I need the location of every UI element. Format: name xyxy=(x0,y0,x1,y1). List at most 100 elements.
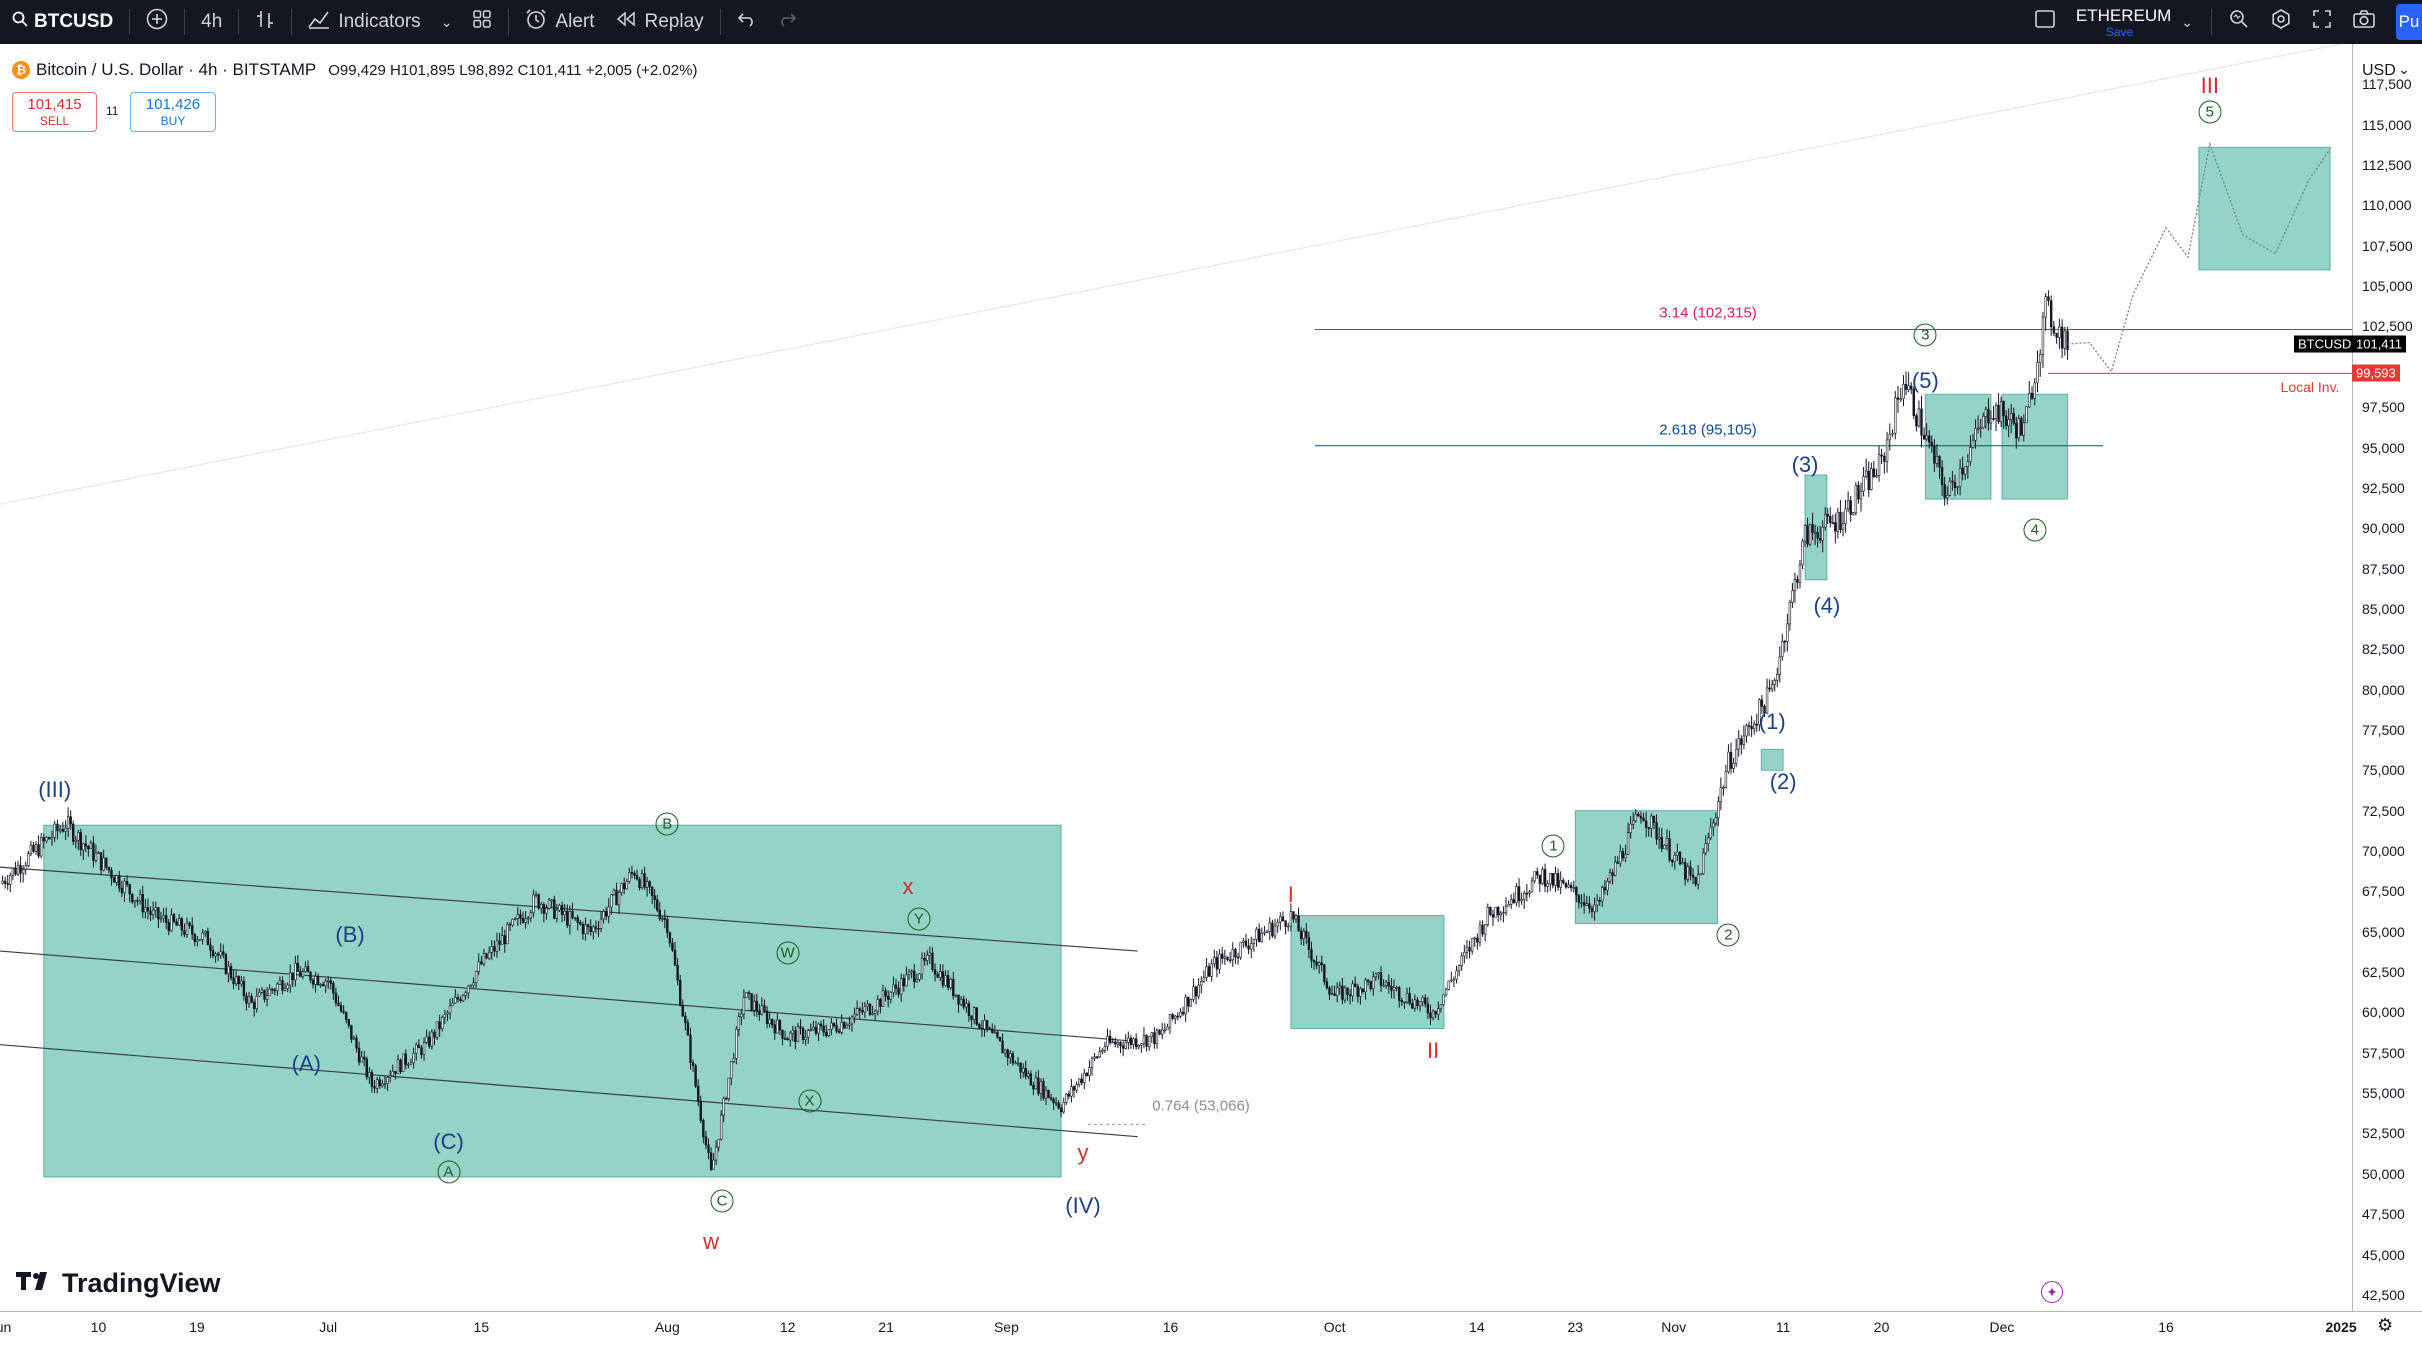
candle-body xyxy=(980,1027,984,1030)
price-axis[interactable] xyxy=(2352,44,2422,1311)
candle-body xyxy=(1935,456,1939,464)
fullscreen-button[interactable] xyxy=(2302,0,2342,44)
candle-body xyxy=(656,899,659,911)
candle-body xyxy=(185,922,189,935)
candle-body xyxy=(527,917,530,920)
candle-body xyxy=(1722,787,1725,789)
redo-button[interactable] xyxy=(767,0,807,44)
candle-body xyxy=(2036,362,2039,384)
chart-canvas[interactable] xyxy=(0,0,2352,1311)
candle-body xyxy=(178,918,181,926)
publish-button[interactable]: Pu xyxy=(2396,4,2422,40)
candle-body xyxy=(1896,397,1900,400)
snapshot-button[interactable] xyxy=(2342,0,2386,44)
candle-body xyxy=(1593,904,1596,912)
candle-body xyxy=(1059,1107,1063,1113)
candle-body xyxy=(1956,486,1959,489)
settings-button[interactable] xyxy=(2260,0,2302,44)
candle-body xyxy=(773,1024,776,1034)
candle-body xyxy=(1502,912,1505,915)
candle-body xyxy=(2002,401,2005,417)
candle-body xyxy=(260,989,264,993)
templates-button[interactable] xyxy=(462,0,502,44)
candle-body xyxy=(99,852,103,871)
candle-body xyxy=(1027,1073,1030,1077)
candle-body xyxy=(1205,966,1208,978)
fib-2618-label: 2.618 (95,105) xyxy=(1659,421,1757,439)
candle-body xyxy=(1590,907,1594,912)
candle-body xyxy=(92,842,95,861)
candle-body xyxy=(1689,866,1692,876)
candle-body xyxy=(352,1037,356,1040)
price-tick-label: 112,500 xyxy=(2362,157,2412,174)
settings-icon xyxy=(2270,8,2292,36)
chevron-down-icon[interactable]: ⌄ xyxy=(2398,61,2410,77)
layout-name-button[interactable]: ETHEREUM Save xyxy=(2066,7,2181,38)
layout-toggle[interactable] xyxy=(2024,0,2066,44)
wave-box xyxy=(1760,748,1784,771)
replay-label: Replay xyxy=(644,11,704,32)
candle-body xyxy=(553,899,556,919)
candle-body xyxy=(1228,959,1232,962)
price-tick-label: 72,500 xyxy=(2362,802,2405,819)
candle-body xyxy=(658,909,661,920)
candle-body xyxy=(1707,837,1710,844)
candle-body xyxy=(1629,823,1632,833)
buy-button[interactable]: 101,426 BUY xyxy=(130,92,216,132)
candle-body xyxy=(758,1010,761,1015)
candle-body xyxy=(42,837,45,842)
candle-body xyxy=(1510,899,1513,905)
undo-button[interactable] xyxy=(727,0,767,44)
indicators-button[interactable]: Indicators ⌄ xyxy=(298,0,462,44)
currency-selector[interactable]: USD xyxy=(2362,62,2396,79)
compare-button[interactable] xyxy=(136,0,178,44)
candle-body xyxy=(2052,326,2056,334)
candle-body xyxy=(428,1036,431,1047)
price-tick-label: 47,500 xyxy=(2362,1206,2405,1223)
candle-body xyxy=(321,984,325,987)
chevron-down-icon[interactable]: ⌄ xyxy=(2181,13,2193,30)
symbol-legend[interactable]: ₿ Bitcoin / U.S. Dollar · 4h · BITSTAMP … xyxy=(12,60,697,80)
candle-body xyxy=(1127,1037,1130,1043)
candle-body xyxy=(1416,999,1419,1007)
tv-mark-icon xyxy=(16,1268,56,1299)
candle-body xyxy=(146,907,150,912)
candle-body xyxy=(56,823,59,832)
candle-body xyxy=(1213,957,1216,965)
quick-search-button[interactable] xyxy=(2218,0,2260,44)
price-tick-label: 92,500 xyxy=(2362,479,2405,496)
candle-body xyxy=(32,844,35,852)
candle-body xyxy=(868,1003,872,1015)
bar-style-button[interactable] xyxy=(245,0,285,44)
candle-body xyxy=(1276,921,1279,927)
sell-button[interactable]: 101,415 SELL xyxy=(12,92,97,132)
candle-body xyxy=(2055,332,2058,338)
candle-body xyxy=(1763,706,1766,714)
candle-body xyxy=(1147,1036,1151,1047)
alert-button[interactable]: Alert xyxy=(515,0,604,44)
candle-body xyxy=(568,911,572,926)
candle-body xyxy=(84,843,88,847)
gear-icon[interactable]: ⚙ xyxy=(2377,1315,2394,1335)
candle-body xyxy=(699,1101,702,1121)
candle-body xyxy=(993,1031,997,1034)
spread-value: 11 xyxy=(106,104,119,118)
candle-body xyxy=(936,973,939,978)
candle-body xyxy=(1899,398,1902,401)
candle-body xyxy=(66,816,70,829)
candle-body xyxy=(1849,500,1852,515)
plus-circle-icon[interactable]: ✦ xyxy=(2041,1281,2063,1303)
interval-button[interactable]: 4h xyxy=(191,0,232,44)
candle-body xyxy=(329,980,332,984)
wave-label: (5) xyxy=(1911,368,1939,394)
replay-button[interactable]: Replay xyxy=(605,0,714,44)
candle-body xyxy=(456,997,460,1000)
symbol-search-button[interactable]: BTCUSD xyxy=(0,0,123,44)
time-axis[interactable] xyxy=(0,1311,2422,1345)
candle-body xyxy=(1872,468,1876,477)
candle-body xyxy=(910,970,913,973)
candle-body xyxy=(1080,1078,1083,1083)
candle-body xyxy=(1691,874,1695,878)
candle-body xyxy=(1390,985,1393,991)
